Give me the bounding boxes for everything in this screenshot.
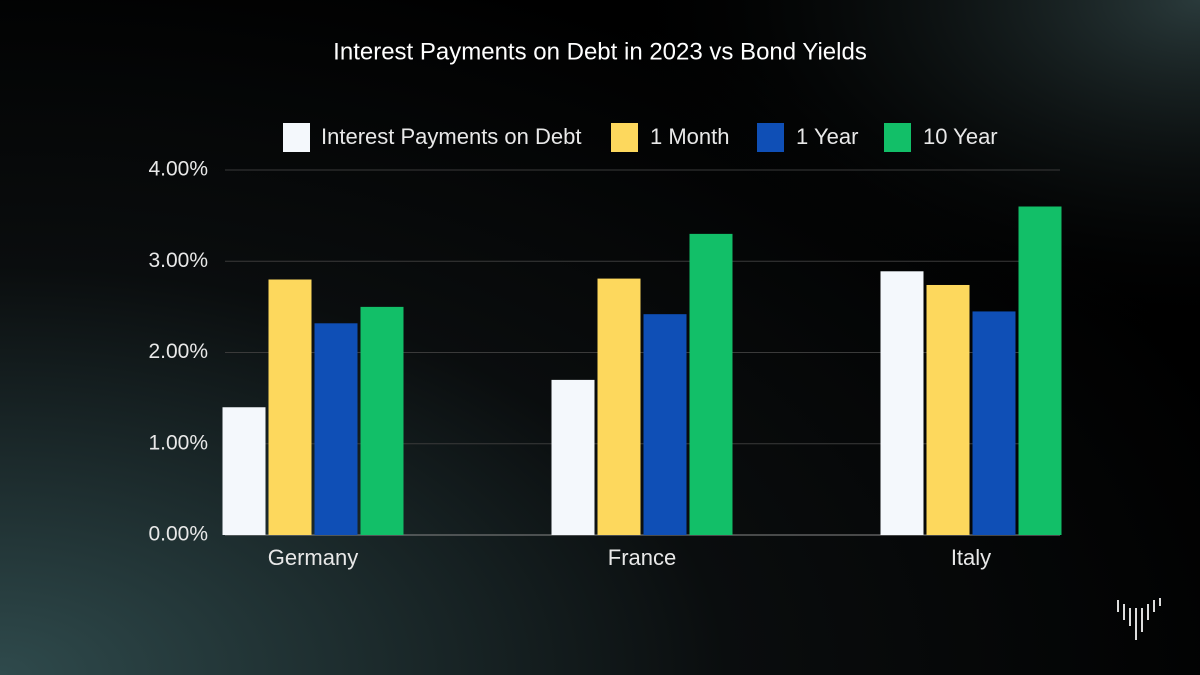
y-tick-label: 2.00% <box>148 340 208 363</box>
legend-label: 1 Year <box>796 124 858 149</box>
bar <box>689 233 733 535</box>
bar <box>1018 206 1062 535</box>
bar <box>926 284 970 535</box>
x-tick-label: Germany <box>268 545 358 570</box>
legend-label: Interest Payments on Debt <box>321 124 581 149</box>
bar <box>360 306 404 535</box>
bar <box>972 311 1016 535</box>
bar <box>880 271 924 535</box>
y-tick-label: 4.00% <box>148 158 208 181</box>
bar <box>551 379 595 535</box>
y-tick-label: 1.00% <box>148 431 208 454</box>
bar <box>268 279 312 535</box>
y-tick-label: 3.00% <box>148 249 208 272</box>
legend-label: 1 Month <box>650 124 730 149</box>
bar <box>222 407 266 535</box>
bar <box>314 323 358 535</box>
x-tick-label: France <box>608 545 676 570</box>
legend-swatch <box>611 123 638 152</box>
logo <box>1117 598 1161 640</box>
legend-swatch <box>884 123 911 152</box>
x-tick-label: Italy <box>951 545 991 570</box>
legend-swatch <box>283 123 310 152</box>
legend-swatch <box>757 123 784 152</box>
chart-title: Interest Payments on Debt in 2023 vs Bon… <box>333 38 867 65</box>
bar <box>643 314 687 535</box>
legend-label: 10 Year <box>923 124 998 149</box>
bar <box>597 278 641 535</box>
y-tick-label: 0.00% <box>148 523 208 546</box>
